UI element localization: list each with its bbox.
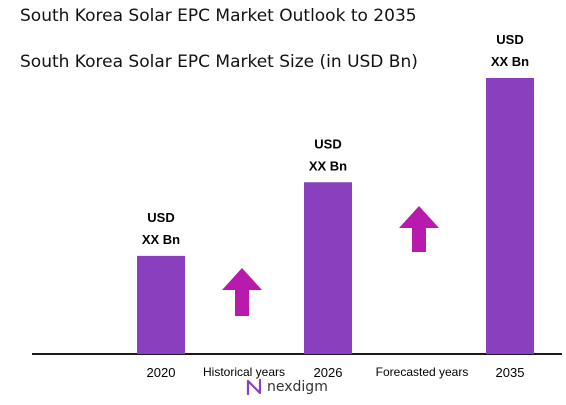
nexdigm-logo-icon xyxy=(246,378,262,396)
chart-subtitle: South Korea Solar EPC Market Size (in US… xyxy=(20,52,418,72)
bar-2035 xyxy=(486,78,534,354)
x-tick-label: 2035 xyxy=(496,365,525,380)
nexdigm-logo: nexdigm xyxy=(245,378,328,396)
x-tick-label: 2026 xyxy=(314,365,343,380)
bar-2020 xyxy=(137,255,185,354)
bar-value-label-line1: USD xyxy=(496,32,523,47)
chart-title: South Korea Solar EPC Market Outlook to … xyxy=(20,6,417,26)
bar-2026 xyxy=(304,182,352,354)
bar-value-label-line2: XX Bn xyxy=(142,232,180,247)
growth-arrow-icon xyxy=(399,206,439,252)
bar-value-label-line2: XX Bn xyxy=(491,54,529,69)
period-label: Historical years xyxy=(203,365,285,379)
logo-text: nexdigm xyxy=(267,379,328,395)
x-tick-label: 2020 xyxy=(147,365,176,380)
growth-arrow-icon xyxy=(222,268,262,316)
bar-value-label-line2: XX Bn xyxy=(309,158,347,173)
period-label: Forecasted years xyxy=(376,365,469,379)
bar-value-label-line1: USD xyxy=(314,136,341,151)
bar-value-label-line1: USD xyxy=(147,210,174,225)
